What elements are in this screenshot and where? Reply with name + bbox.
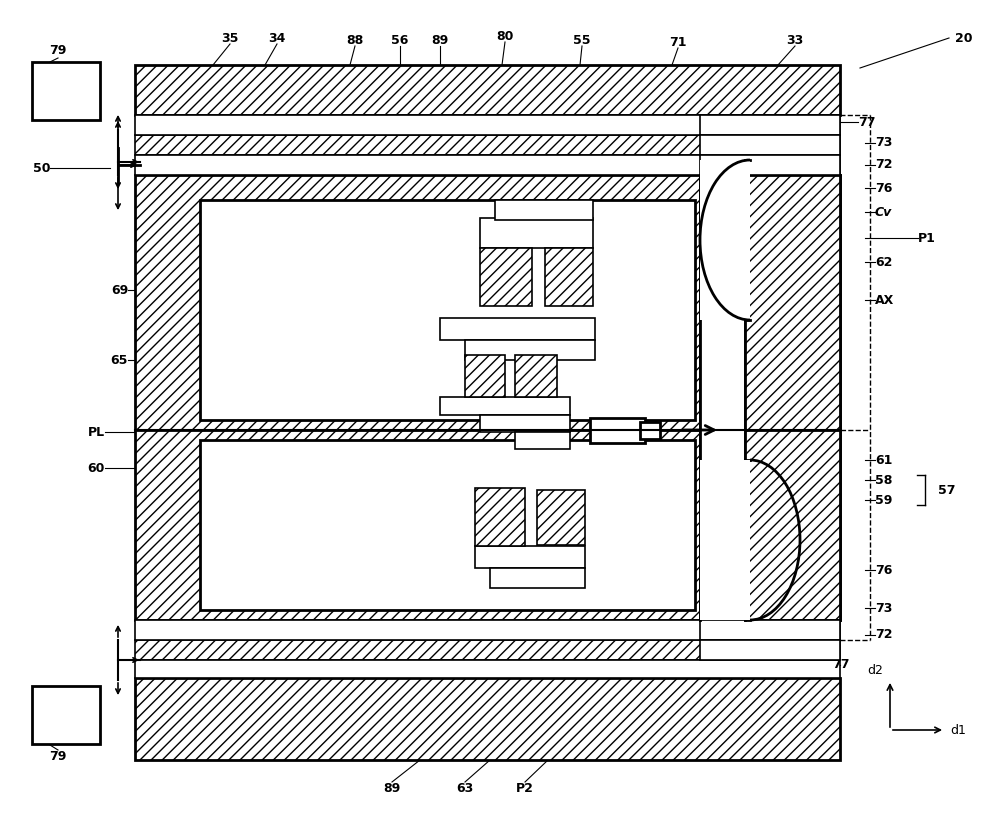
Bar	[700, 175, 840, 430]
Bar	[475, 488, 525, 546]
Text: P2: P2	[516, 781, 534, 795]
Bar	[135, 175, 840, 430]
Bar	[135, 678, 840, 760]
Text: 60: 60	[88, 462, 105, 474]
Text: 80: 80	[496, 30, 514, 42]
Bar	[480, 415, 570, 432]
Bar	[475, 546, 585, 568]
Bar	[32, 62, 100, 120]
Text: 62: 62	[875, 255, 892, 268]
Bar	[700, 175, 745, 620]
Bar	[135, 135, 840, 155]
Bar	[200, 440, 695, 610]
Text: PL: PL	[88, 425, 105, 439]
Bar	[700, 135, 840, 155]
Bar	[135, 640, 840, 660]
Text: 57: 57	[938, 483, 956, 496]
Text: 55: 55	[573, 34, 591, 46]
Text: 79: 79	[49, 44, 67, 56]
Text: 69: 69	[111, 283, 128, 297]
Text: 56: 56	[391, 34, 409, 46]
Text: 63: 63	[456, 781, 474, 795]
Bar	[440, 397, 570, 415]
Text: 58: 58	[875, 473, 892, 487]
Text: 61: 61	[875, 453, 892, 467]
Bar	[700, 620, 840, 640]
Bar	[700, 640, 840, 660]
Text: 77: 77	[832, 658, 850, 672]
Bar	[465, 340, 595, 360]
Bar	[495, 200, 593, 220]
Bar	[135, 660, 840, 678]
Bar	[465, 355, 505, 397]
Bar	[135, 430, 840, 620]
Bar	[440, 318, 595, 340]
Bar	[515, 432, 570, 449]
Text: 73: 73	[875, 136, 892, 150]
Bar	[700, 430, 840, 620]
Bar	[700, 160, 750, 320]
Text: 65: 65	[111, 354, 128, 367]
Bar	[590, 418, 645, 443]
Text: 73: 73	[875, 601, 892, 615]
Text: 50: 50	[32, 162, 50, 174]
Bar	[537, 490, 585, 545]
Text: 59: 59	[875, 493, 892, 506]
Bar	[700, 155, 840, 175]
Bar	[135, 115, 840, 135]
Text: 89: 89	[383, 781, 401, 795]
Text: 34: 34	[268, 31, 286, 45]
Bar	[480, 248, 532, 306]
Bar	[135, 155, 840, 175]
Bar	[135, 620, 840, 640]
Text: 79: 79	[49, 749, 67, 762]
Text: Cv: Cv	[875, 206, 892, 219]
Text: 72: 72	[875, 159, 893, 172]
Text: 35: 35	[221, 31, 239, 45]
Bar	[135, 65, 840, 115]
Text: d1: d1	[950, 724, 966, 737]
Bar	[490, 568, 585, 588]
Text: 88: 88	[346, 34, 364, 46]
Text: 77: 77	[858, 116, 876, 129]
Bar	[700, 460, 750, 620]
Bar	[545, 248, 593, 306]
Text: 71: 71	[669, 36, 687, 49]
Text: AX: AX	[875, 293, 894, 306]
Bar	[32, 686, 100, 744]
Bar	[200, 200, 695, 420]
Bar	[480, 218, 593, 248]
Text: d2: d2	[867, 663, 883, 676]
Text: P1: P1	[918, 231, 936, 244]
Text: 33: 33	[786, 34, 804, 46]
Text: 20: 20	[955, 31, 973, 45]
Text: 76: 76	[875, 563, 892, 577]
Bar	[640, 422, 660, 439]
Bar	[515, 355, 557, 397]
Text: 89: 89	[431, 34, 449, 46]
Text: 76: 76	[875, 182, 892, 194]
Bar	[700, 115, 840, 135]
Text: 72: 72	[875, 629, 893, 642]
